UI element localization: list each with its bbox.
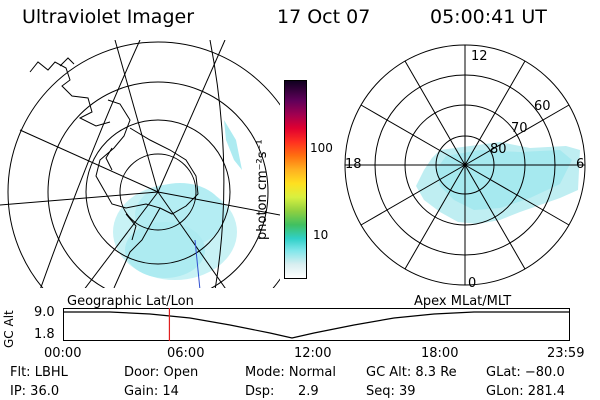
info-ip: IP: 36.0 [10, 384, 60, 399]
info-mode: Mode: Normal [245, 365, 336, 380]
info-dsp-label: Dsp: [245, 384, 275, 399]
colorbar-tick-100: 100 [310, 141, 333, 155]
mlat-label-80: 80 [490, 142, 507, 157]
timeline-frame [63, 308, 570, 341]
timeline-xtick-1200: 12:00 [294, 346, 332, 361]
colorbar [284, 80, 307, 279]
mlt-label-6: 6 [576, 157, 584, 172]
right-caption: Apex MLat/MLT [414, 294, 512, 309]
info-glat: GLat: −80.0 [486, 365, 565, 380]
colorbar-tick-10: 10 [313, 228, 329, 242]
info-flt: Flt: LBHL [10, 365, 68, 380]
mlat-label-60: 60 [534, 99, 551, 114]
instrument-title: Ultraviolet Imager [22, 6, 195, 28]
aurora-emission [113, 120, 242, 280]
info-door: Door: Open [124, 365, 199, 380]
altitude-curve [64, 311, 569, 339]
info-seq: Seq: 39 [366, 384, 416, 399]
timeline-xtick-2359: 23:59 [547, 346, 585, 361]
timeline-ytick-low: 1.8 [34, 327, 55, 342]
info-glon: GLon: 281.4 [486, 384, 566, 399]
polar-plot: 12 18 6 0 60 70 80 [344, 44, 586, 290]
left-caption: Geographic Lat/Lon [67, 294, 194, 309]
mlat-label-70: 70 [511, 121, 528, 136]
geographic-map [0, 40, 280, 288]
coastlines [29, 57, 199, 288]
timeline-xtick-0000: 00:00 [44, 346, 82, 361]
latitude-circles [7, 41, 280, 288]
date-label: 17 Oct 07 [277, 6, 371, 28]
info-gcalt: GC Alt: 8.3 Re [366, 365, 457, 380]
info-gain: Gain: 14 [124, 384, 179, 399]
info-dsp-value: 2.9 [298, 384, 319, 399]
altitude-timeline [63, 308, 570, 341]
mlt-label-0: 0 [468, 276, 476, 290]
timeline-ytick-high: 9.0 [34, 305, 55, 320]
timeline-ylabel: GC Alt [2, 310, 16, 348]
timeline-xtick-1800: 18:00 [421, 346, 459, 361]
colorbar-label: photon cm⁻²s⁻¹ [255, 139, 270, 240]
timeline-xtick-0600: 06:00 [167, 346, 205, 361]
mlt-meridians [345, 45, 585, 285]
meridian-lines [0, 40, 280, 288]
time-label: 05:00:41 UT [430, 6, 547, 28]
mlt-label-12: 12 [471, 49, 488, 64]
mlt-label-18: 18 [345, 157, 362, 172]
